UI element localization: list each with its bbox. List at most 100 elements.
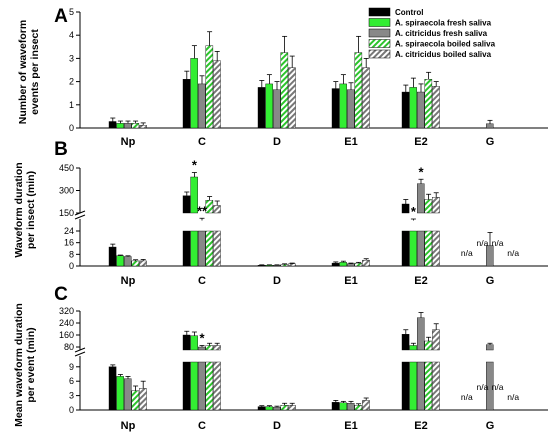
legend-entry: A. citricidus boiled saliva: [395, 50, 492, 59]
bar: [486, 361, 494, 411]
bar: [265, 83, 273, 129]
bar: [182, 334, 191, 351]
bar: [486, 245, 494, 267]
bar: [205, 361, 214, 411]
y-tick-label: 0: [69, 261, 74, 271]
bar: [108, 366, 117, 411]
bar: [288, 263, 296, 267]
bar: [273, 89, 281, 129]
axis-break-mark: [74, 347, 86, 353]
bar: [131, 123, 140, 129]
y-tick-label: 16: [64, 238, 74, 248]
bar: [401, 334, 410, 351]
na-label: n/a: [461, 392, 473, 402]
bar: [432, 329, 440, 351]
bar: [424, 79, 433, 129]
bar: [432, 197, 440, 214]
bar: [273, 265, 281, 267]
category-label: C: [198, 420, 206, 432]
y-tick-label: 160: [59, 330, 74, 340]
y-tick-label: 4: [69, 30, 74, 40]
significance-marker: *: [418, 164, 424, 179]
bar: [354, 262, 363, 267]
bar: [205, 45, 214, 129]
bar: [257, 406, 266, 411]
y-tick-label: 300: [59, 186, 74, 196]
category-label: D: [273, 420, 281, 432]
bar: [280, 405, 289, 411]
category-label: G: [486, 136, 495, 148]
bar: [347, 263, 355, 267]
bar: [123, 123, 132, 129]
bar: [424, 340, 433, 351]
bar: [409, 87, 417, 129]
y-tick-label: 9: [69, 362, 74, 372]
bar: [417, 361, 425, 411]
y-axis-label-line: events per insect: [29, 29, 41, 115]
bar: [339, 402, 347, 411]
bar: [432, 86, 440, 129]
na-label: n/a: [476, 238, 488, 248]
bar: [273, 406, 281, 411]
legend-entry: A. spiraecola boiled saliva: [395, 40, 496, 49]
category-label: G: [486, 275, 495, 287]
bar: [116, 123, 124, 129]
bar: [409, 361, 417, 411]
y-tick-label: 0: [69, 123, 74, 133]
bar: [116, 376, 124, 411]
bar: [362, 400, 370, 411]
bar: [417, 317, 425, 351]
bar: [288, 405, 296, 411]
significance-marker: *: [411, 204, 417, 219]
y-axis-label-line: per insect (min): [25, 171, 37, 249]
bar: [339, 83, 347, 129]
bar: [486, 123, 494, 129]
bar: [424, 230, 433, 267]
legend-entry: A. citricidus fresh saliva: [395, 29, 488, 38]
bar: [108, 246, 117, 267]
bar: [331, 262, 340, 267]
bar: [190, 58, 198, 129]
bar: [116, 255, 124, 267]
y-tick-label: 3: [69, 391, 74, 401]
bar: [331, 402, 340, 411]
bar: [362, 259, 370, 267]
bar: [190, 361, 198, 411]
bar: [417, 183, 425, 214]
y-tick-label: 450: [59, 163, 74, 173]
y-axis-label-line: per event (min): [25, 327, 37, 402]
bar: [197, 346, 206, 351]
bar: [339, 262, 347, 267]
bar: [131, 390, 140, 411]
bar: [401, 203, 410, 214]
bar: [347, 403, 355, 411]
category-label: C: [198, 275, 206, 287]
category-label: Np: [121, 420, 136, 432]
bar: [131, 260, 140, 267]
category-label: G: [486, 420, 495, 432]
category-label: E2: [414, 275, 427, 287]
bar: [139, 260, 147, 267]
category-label: D: [273, 136, 281, 148]
bar: [213, 60, 221, 129]
y-axis-label-line: Number of waveform: [17, 20, 29, 124]
bar: [182, 361, 191, 411]
bar: [197, 230, 206, 267]
axis-break-mark: [74, 214, 86, 220]
bar: [257, 265, 266, 267]
category-label: E2: [414, 420, 427, 432]
bar: [108, 121, 117, 129]
category-label: E1: [344, 420, 357, 432]
bar: [409, 345, 417, 351]
bar: [401, 361, 410, 411]
category-label: E1: [344, 136, 357, 148]
bar: [182, 195, 191, 214]
y-axis-label-line: Mean waveform duration: [13, 303, 25, 427]
bar: [401, 230, 410, 267]
bar: [190, 335, 198, 351]
significance-marker: *: [192, 158, 198, 173]
y-tick-label: 3: [69, 53, 74, 63]
na-label: n/a: [476, 382, 488, 392]
y-tick-label: 24: [64, 226, 74, 236]
y-tick-label: 80: [64, 342, 74, 352]
